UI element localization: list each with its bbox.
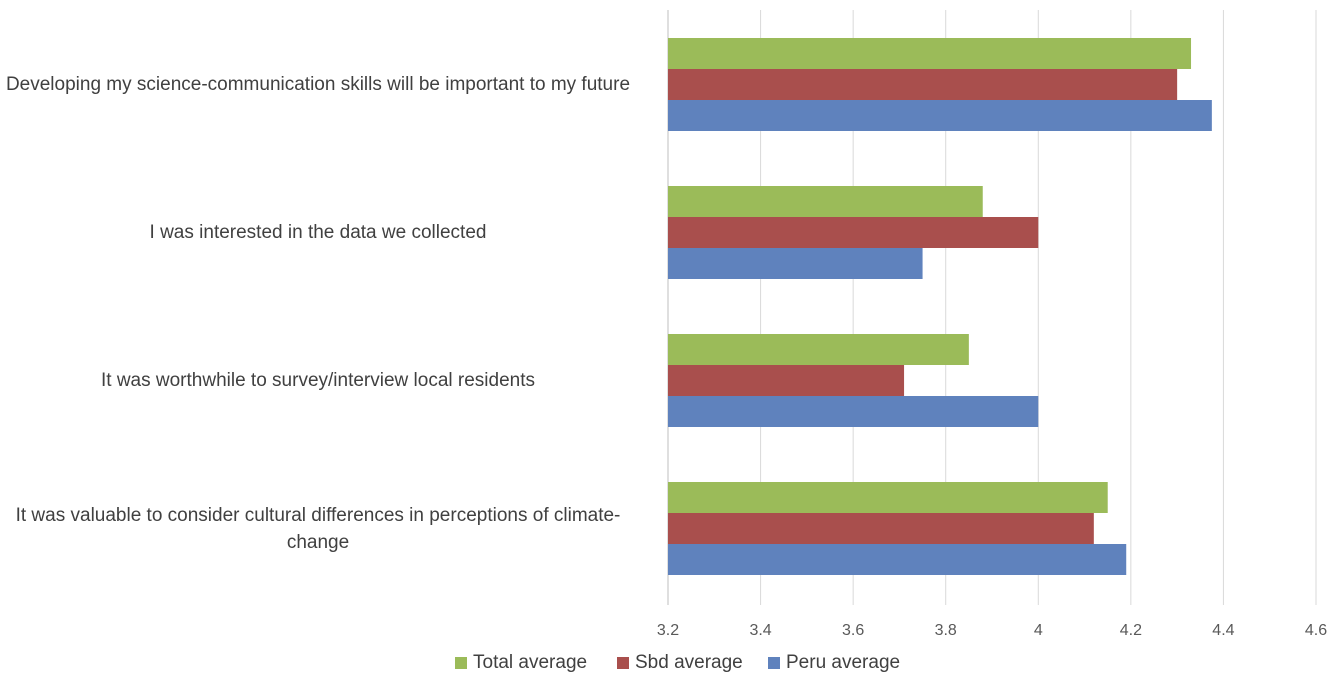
bar-sbd-average <box>668 513 1094 544</box>
x-tick-label: 4.6 <box>1305 622 1327 639</box>
x-tick-label: 3.6 <box>842 622 864 639</box>
category-label: Developing my science-communication skil… <box>5 74 631 95</box>
legend-label: Sbd average <box>635 652 743 673</box>
bar-peru-average <box>668 396 1039 427</box>
legend-swatch <box>455 657 467 669</box>
legend-item: Total average <box>455 652 587 674</box>
category-label: I was interested in the data we collecte… <box>149 222 487 243</box>
legend-item: Sbd average <box>617 652 743 674</box>
bar-total-average <box>668 334 969 365</box>
bar-peru-average <box>668 544 1127 575</box>
bar-total-average <box>668 38 1192 69</box>
x-tick-label: 3.8 <box>935 622 957 639</box>
legend-item: Peru average <box>768 652 900 674</box>
legend-label: Total average <box>473 652 588 673</box>
bar-total-average <box>668 482 1108 513</box>
legend: Total average Sbd average Peru average <box>0 652 1338 678</box>
category-label: It was valuable to consider cultural dif… <box>15 504 621 553</box>
bar-sbd-average <box>668 217 1039 248</box>
x-tick-label: 4 <box>1034 622 1043 639</box>
bar-peru-average <box>668 100 1212 131</box>
x-tick-label: 3.4 <box>749 622 771 639</box>
legend-label: Peru average <box>786 652 901 673</box>
bar-peru-average <box>668 248 923 279</box>
x-tick-label: 4.4 <box>1212 622 1234 639</box>
bar-chart: 3.2 3.4 3.6 3.8 4 4.2 4.4 4.6 <box>657 10 1327 639</box>
x-tick-label: 3.2 <box>657 622 679 639</box>
legend-swatch <box>617 657 629 669</box>
bar-sbd-average <box>668 365 905 396</box>
category-label: It was worthwhile to survey/interview lo… <box>100 370 535 391</box>
bar-total-average <box>668 186 983 217</box>
legend-swatch <box>768 657 780 669</box>
bar-sbd-average <box>668 69 1178 100</box>
x-tick-label: 4.2 <box>1120 622 1142 639</box>
